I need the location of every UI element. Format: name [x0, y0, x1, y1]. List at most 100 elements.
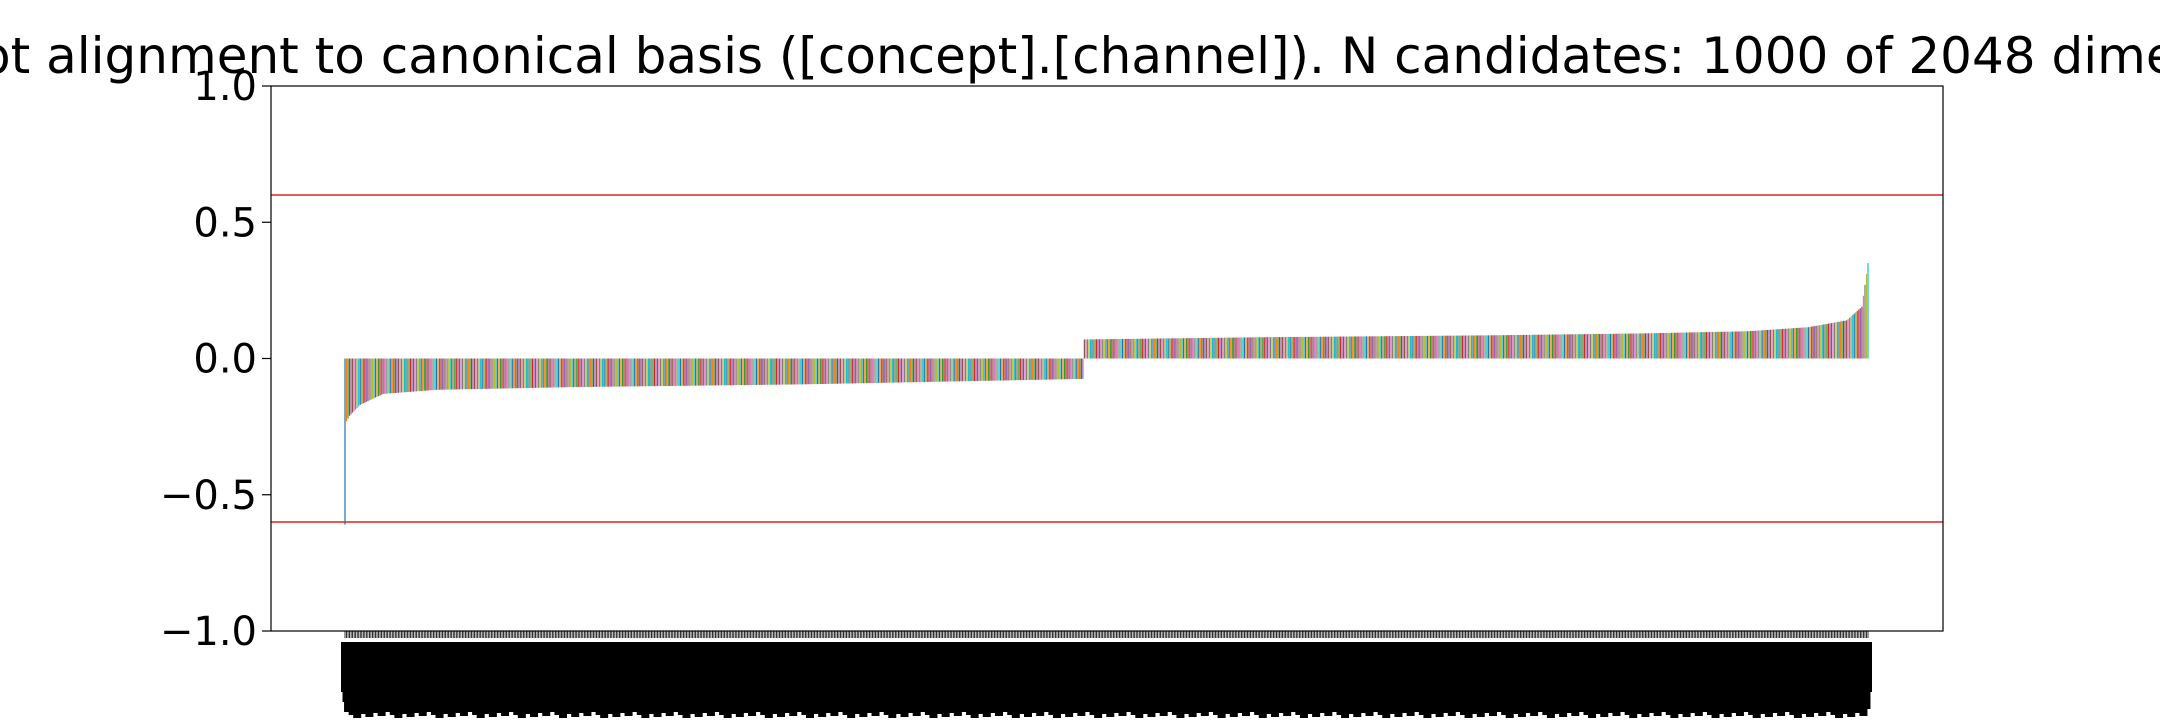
bar: [1044, 358, 1046, 380]
bar: [902, 358, 904, 383]
bar: [1199, 337, 1201, 359]
bar: [1417, 335, 1419, 359]
bar: [713, 358, 715, 386]
bar: [1675, 332, 1677, 359]
bar: [1684, 332, 1686, 359]
bar: [1653, 333, 1656, 359]
bar: [996, 358, 999, 381]
bar: [1493, 335, 1496, 359]
bar: [466, 358, 468, 390]
bar: [1419, 335, 1421, 359]
bar: [749, 358, 752, 386]
bar: [781, 358, 784, 385]
bar: [1080, 358, 1082, 379]
bar: [1013, 358, 1015, 381]
bar: [881, 358, 883, 383]
bar: [1829, 323, 1831, 359]
bar: [1730, 331, 1732, 359]
bar: [876, 358, 878, 383]
bar: [443, 358, 445, 390]
bar: [528, 358, 531, 388]
bar: [553, 358, 555, 388]
bar: [1861, 306, 1863, 359]
bar: [1099, 339, 1101, 359]
bar: [766, 358, 768, 385]
bar: [698, 358, 700, 386]
bar: [1725, 331, 1727, 359]
bar: [803, 358, 805, 385]
bar: [1121, 338, 1124, 359]
bar: [588, 358, 590, 387]
bar: [847, 358, 849, 384]
bar: [813, 358, 816, 385]
bar: [728, 358, 730, 386]
bar: [1503, 335, 1505, 359]
bar: [1800, 327, 1802, 359]
bar: [1777, 329, 1779, 359]
bar: [1634, 333, 1636, 359]
bar: [1356, 336, 1358, 359]
bar: [1138, 338, 1140, 359]
bar: [1361, 336, 1363, 359]
bar: [1237, 337, 1239, 359]
bar: [1858, 309, 1860, 359]
bar: [1388, 336, 1390, 359]
bar: [1449, 335, 1451, 359]
bar: [1519, 334, 1522, 359]
bar: [470, 358, 473, 390]
bar: [1469, 335, 1471, 359]
bar: [448, 358, 450, 390]
bar: [1440, 335, 1442, 359]
bar: [396, 358, 398, 393]
bar: [460, 358, 462, 390]
bar: [1611, 333, 1613, 359]
bar: [797, 358, 799, 385]
bar: [824, 358, 826, 384]
bar: [970, 358, 973, 382]
bar: [1461, 335, 1464, 359]
bar: [1251, 337, 1253, 359]
bar: [1106, 339, 1108, 359]
bar: [1004, 358, 1006, 381]
bar: [615, 358, 617, 387]
bar: [916, 358, 918, 383]
bar: [807, 358, 810, 385]
bar: [909, 358, 912, 383]
bar: [1445, 335, 1447, 359]
bar: [1771, 329, 1773, 359]
bar: [1172, 338, 1174, 359]
bar: [1041, 358, 1043, 380]
bar: [1193, 338, 1195, 359]
bar: [1621, 333, 1624, 359]
bar: [591, 358, 593, 387]
bar: [1262, 337, 1264, 359]
bar: [1637, 333, 1639, 359]
bar: [1827, 323, 1829, 359]
bar: [966, 358, 968, 382]
bar: [609, 358, 611, 387]
bar: [1471, 335, 1473, 359]
bar: [504, 358, 506, 389]
bar: [1618, 333, 1621, 359]
bar: [1478, 335, 1480, 359]
bar: [408, 358, 410, 392]
bar: [1573, 334, 1575, 359]
bar: [1135, 338, 1137, 359]
bar: [487, 358, 489, 389]
bar: [1344, 336, 1346, 359]
bar: [1780, 329, 1782, 359]
bar: [1852, 314, 1854, 359]
bar: [952, 358, 954, 382]
bar: [1477, 335, 1479, 359]
bar: [635, 358, 637, 387]
bar: [914, 358, 916, 383]
bar: [478, 358, 480, 389]
bar: [1577, 334, 1579, 359]
bar: [1025, 358, 1028, 381]
bar: [1065, 358, 1067, 380]
bar: [1234, 337, 1236, 359]
bar: [417, 358, 419, 392]
bar: [1574, 334, 1576, 359]
bar: [1496, 335, 1499, 359]
bar: [960, 358, 962, 382]
